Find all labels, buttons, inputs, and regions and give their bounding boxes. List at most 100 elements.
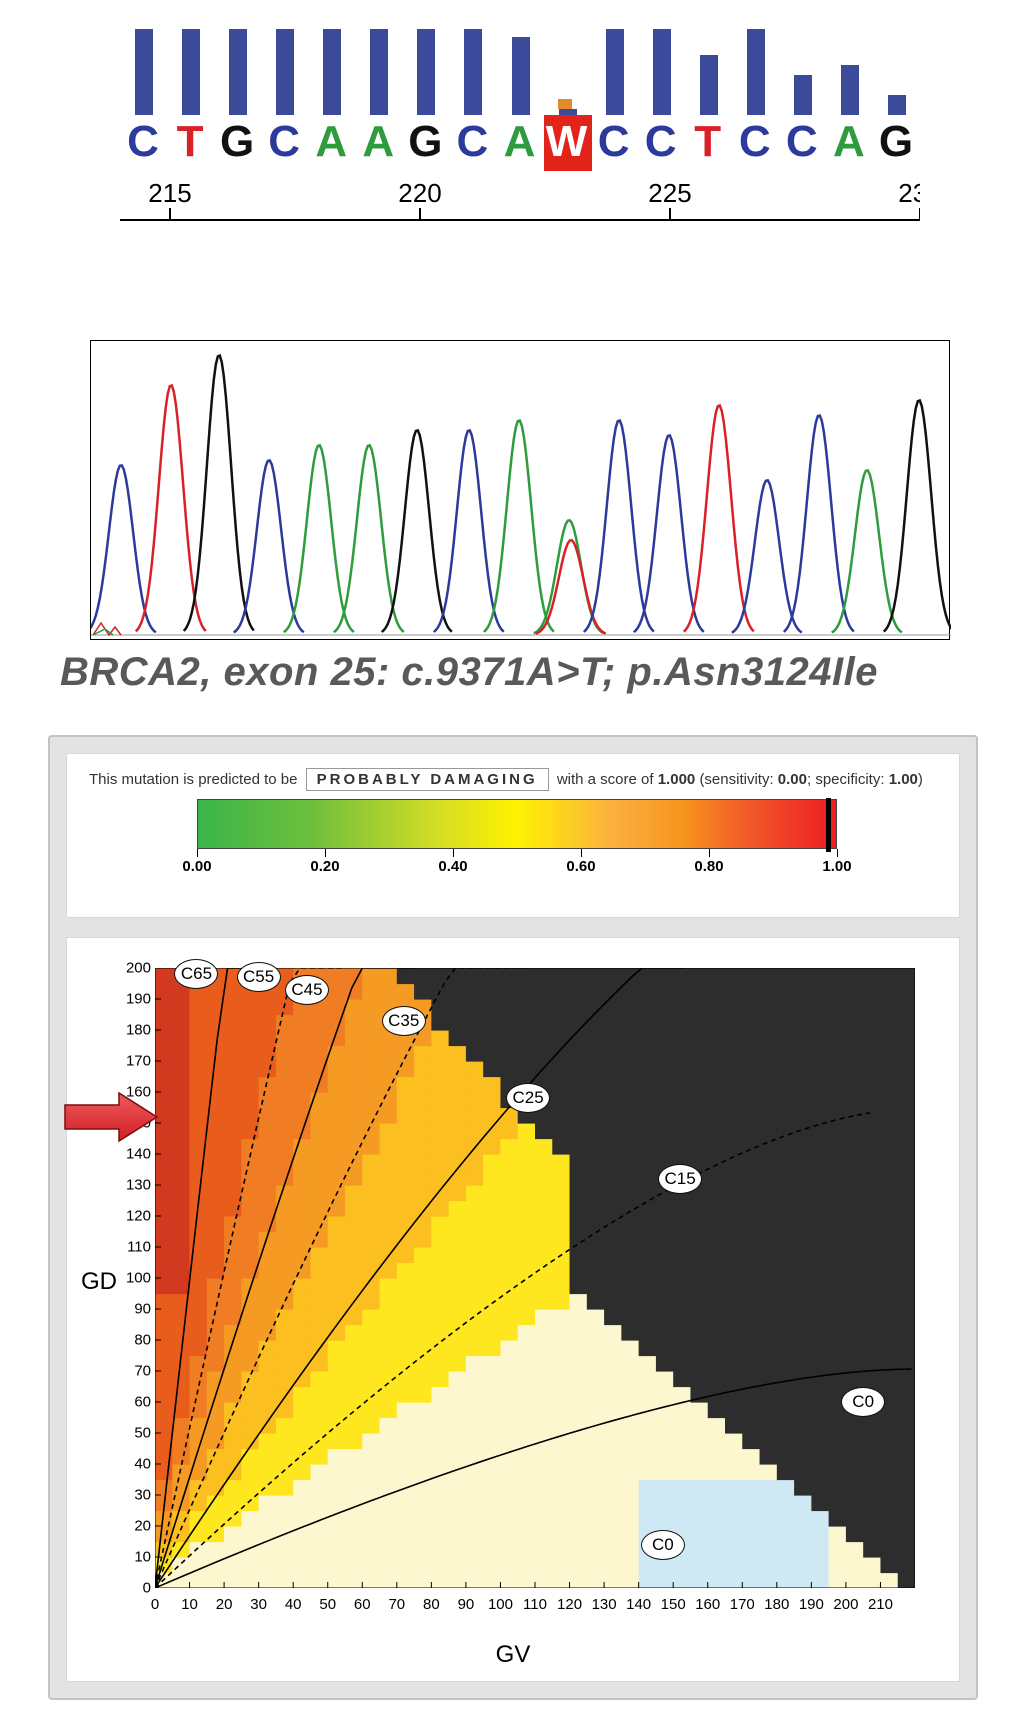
pred-mid: with a score of bbox=[557, 771, 654, 788]
base-letter: C bbox=[730, 117, 780, 167]
quality-bar bbox=[417, 29, 435, 115]
pred-spec-label: ; specificity: bbox=[807, 771, 885, 788]
gvgd-plot: 0102030405060708090100110120130140150160… bbox=[155, 968, 915, 1588]
quality-bar bbox=[464, 29, 482, 115]
score-tick bbox=[709, 849, 710, 857]
score-gradient-bar bbox=[197, 799, 837, 849]
pred-verdict: PROBABLY DAMAGING bbox=[306, 768, 549, 791]
gvgd-ytick-label: 80 bbox=[111, 1332, 151, 1349]
quality-bar bbox=[794, 75, 812, 115]
axis-label-gv: GV bbox=[67, 1641, 959, 1669]
gvgd-card: GD 0102030405060708090100110120130140150… bbox=[66, 937, 960, 1682]
score-tick bbox=[581, 849, 582, 857]
score-marker bbox=[826, 798, 831, 852]
quality-bar bbox=[606, 29, 624, 115]
base-letter: C bbox=[777, 117, 827, 167]
gvgd-ytick-label: 60 bbox=[111, 1394, 151, 1411]
base-letter: T bbox=[165, 117, 215, 167]
gvgd-ytick-label: 90 bbox=[111, 1301, 151, 1318]
svg-text:215: 215 bbox=[148, 182, 191, 208]
score-gradient: 0.000.200.400.600.801.00 bbox=[197, 799, 837, 899]
gvgd-ytick-label: 200 bbox=[111, 960, 151, 977]
pred-prefix: This mutation is predicted to be bbox=[89, 771, 297, 788]
contour-label: C0 bbox=[841, 1387, 885, 1417]
pred-sens-label: (sensitivity: bbox=[699, 771, 773, 788]
gvgd-ytick-label: 180 bbox=[111, 1022, 151, 1039]
gvgd-ytick-label: 190 bbox=[111, 991, 151, 1008]
pred-sens: 0.00 bbox=[778, 771, 807, 788]
gvgd-ytick-label: 100 bbox=[111, 1270, 151, 1287]
gvgd-ytick-label: 140 bbox=[111, 1146, 151, 1163]
svg-text:225: 225 bbox=[648, 182, 691, 208]
base-letter: C bbox=[636, 117, 686, 167]
contour-label: C45 bbox=[285, 975, 329, 1005]
low-quality-marker bbox=[558, 99, 572, 109]
gvgd-svg bbox=[155, 968, 915, 1588]
chromatogram-svg bbox=[91, 341, 951, 641]
quality-bar bbox=[700, 55, 718, 115]
score-tick bbox=[453, 849, 454, 857]
gvgd-ytick-label: 0 bbox=[111, 1580, 151, 1597]
pred-spec: 1.00 bbox=[889, 771, 918, 788]
quality-bar bbox=[323, 29, 341, 115]
contour-label: C0 bbox=[641, 1530, 685, 1560]
base-letter: C bbox=[259, 117, 309, 167]
gvgd-ytick-label: 40 bbox=[111, 1456, 151, 1473]
quality-bar bbox=[276, 29, 294, 115]
score-ticks: 0.000.200.400.600.801.00 bbox=[197, 849, 837, 889]
base-letter: C bbox=[118, 117, 168, 167]
gvgd-ytick-label: 70 bbox=[111, 1363, 151, 1380]
gvgd-ytick-label: 120 bbox=[111, 1208, 151, 1225]
prediction-text: This mutation is predicted to be PROBABL… bbox=[89, 768, 947, 791]
quality-bar bbox=[841, 65, 859, 115]
contour-label: C55 bbox=[237, 962, 281, 992]
contour-label: C35 bbox=[382, 1006, 426, 1036]
quality-bar bbox=[370, 29, 388, 115]
base-letter: C bbox=[589, 117, 639, 167]
score-tick-label: 1.00 bbox=[822, 858, 851, 875]
quality-bar bbox=[653, 29, 671, 115]
base-letter: A bbox=[494, 117, 544, 167]
page: CTGCAAGCAWCCTCCAG 215220225230 BRCA2, ex… bbox=[0, 0, 1024, 1724]
base-letter: G bbox=[400, 117, 450, 167]
gvgd-ytick-label: 30 bbox=[111, 1487, 151, 1504]
sequence-panel: CTGCAAGCAWCCTCCAG 215220225230 bbox=[120, 20, 920, 230]
base-letter: G bbox=[212, 117, 262, 167]
contour-label: C15 bbox=[658, 1164, 702, 1194]
gvgd-ytick-label: 50 bbox=[111, 1425, 151, 1442]
score-tick bbox=[197, 849, 198, 857]
gvgd-ytick-label: 110 bbox=[111, 1239, 151, 1256]
quality-bar bbox=[182, 29, 200, 115]
base-letter: T bbox=[683, 117, 733, 167]
quality-bar bbox=[747, 29, 765, 115]
base-letter: G bbox=[871, 117, 921, 167]
quality-bar bbox=[229, 29, 247, 115]
score-tick-label: 0.40 bbox=[438, 858, 467, 875]
quality-bar bbox=[512, 37, 530, 115]
chromatogram bbox=[90, 340, 950, 640]
score-tick-label: 0.60 bbox=[566, 858, 595, 875]
quality-bars bbox=[120, 20, 920, 115]
gvgd-ytick-label: 10 bbox=[111, 1549, 151, 1566]
sequence-row: CTGCAAGCAWCCTCCAG bbox=[120, 117, 920, 177]
base-letter: A bbox=[353, 117, 403, 167]
pred-score: 1.000 bbox=[658, 771, 696, 788]
base-letter: C bbox=[447, 117, 497, 167]
quality-bar bbox=[135, 29, 153, 115]
svg-text:230: 230 bbox=[898, 182, 920, 208]
gvgd-xtick-label: 210 bbox=[860, 1596, 900, 1613]
pointer-arrow-icon bbox=[63, 1089, 159, 1145]
score-tick-label: 0.80 bbox=[694, 858, 723, 875]
score-tick bbox=[837, 849, 838, 857]
position-ruler: 215220225230 bbox=[120, 182, 920, 232]
base-letter: A bbox=[306, 117, 356, 167]
pred-close: ) bbox=[918, 771, 923, 788]
prediction-frame: This mutation is predicted to be PROBABL… bbox=[48, 735, 978, 1700]
variant-caption: BRCA2, exon 25: c.9371A>T; p.Asn3124Ile bbox=[60, 650, 980, 695]
score-tick-label: 0.20 bbox=[310, 858, 339, 875]
gvgd-ytick-label: 170 bbox=[111, 1053, 151, 1070]
base-letter: W bbox=[542, 117, 592, 167]
score-tick bbox=[325, 849, 326, 857]
base-letter: A bbox=[824, 117, 874, 167]
score-tick-label: 0.00 bbox=[182, 858, 211, 875]
